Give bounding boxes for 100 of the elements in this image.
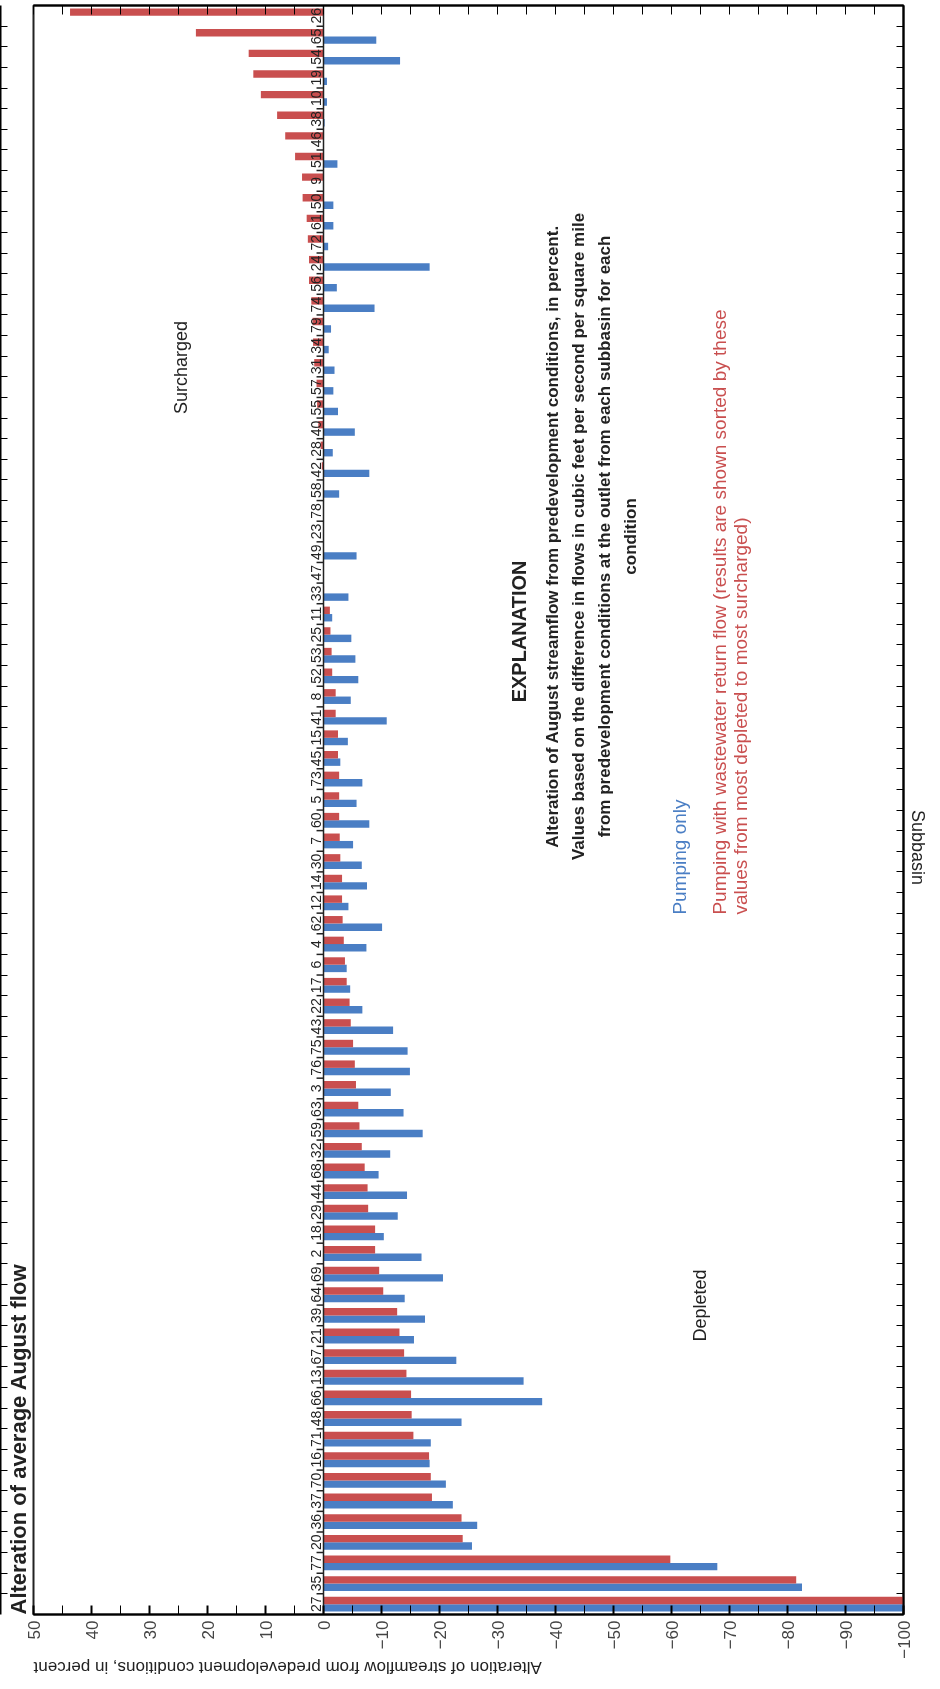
annotation: Alteration of August streamflow from predevelopment conditions, in percent. bbox=[542, 225, 562, 848]
y-tick-label: 35 bbox=[307, 1575, 324, 1592]
y-tick-label: 64 bbox=[307, 1286, 324, 1303]
x-tick-label: −30 bbox=[488, 1620, 508, 1650]
y-tick-label: 43 bbox=[307, 1018, 324, 1035]
y-tick-label: 25 bbox=[307, 626, 324, 643]
y-tick-label: 52 bbox=[307, 667, 324, 684]
y-tick-label: 34 bbox=[307, 337, 324, 354]
y-tick-label: 68 bbox=[307, 1162, 324, 1179]
y-tick-label: 24 bbox=[307, 255, 324, 272]
y-tick-label: 37 bbox=[307, 1493, 324, 1509]
y-tick-label: 11 bbox=[307, 606, 324, 622]
y-tick-label: 23 bbox=[307, 523, 324, 540]
y-tick-label: 57 bbox=[307, 379, 324, 395]
y-tick-label: 46 bbox=[307, 131, 324, 148]
y-tick-label: 61 bbox=[307, 214, 324, 230]
x-tick-label: −50 bbox=[604, 1620, 624, 1650]
y-tick-label: 48 bbox=[307, 1410, 324, 1427]
x-tick-label: 0 bbox=[314, 1620, 334, 1630]
y-tick-label: 20 bbox=[307, 1534, 324, 1551]
y-tick-label: 70 bbox=[307, 1472, 324, 1489]
legend-title: EXPLANATION bbox=[507, 560, 530, 703]
y-axis-title: Subbasin bbox=[907, 810, 928, 886]
y-tick-label: 55 bbox=[307, 399, 324, 416]
y-tick-label: 49 bbox=[307, 544, 324, 560]
x-axis-title: Alteration of streamflow from predevelopment conditions, in percent bbox=[33, 1658, 542, 1678]
y-tick-label: 29 bbox=[307, 1204, 324, 1221]
y-tick-label: 47 bbox=[307, 564, 324, 581]
y-tick-label: 51 bbox=[307, 152, 324, 168]
y-tick-label: 13 bbox=[307, 1369, 324, 1386]
x-tick-label: 50 bbox=[24, 1620, 44, 1640]
y-tick-label: 31 bbox=[307, 358, 324, 375]
y-tick-label: 73 bbox=[307, 771, 324, 787]
y-tick-label: 27 bbox=[307, 1596, 324, 1612]
y-tick-label: 39 bbox=[307, 1307, 324, 1324]
y-tick-label: 62 bbox=[307, 915, 324, 932]
x-tick-label: −100 bbox=[894, 1620, 914, 1659]
text: Pumping with wastewater return flow (results are shown sorted by these values from most depleted to most surcharged) bbox=[708, 309, 752, 915]
y-tick-label: 5 bbox=[307, 795, 324, 804]
y-tick-label: 10 bbox=[307, 90, 324, 107]
x-tick-label: −20 bbox=[430, 1620, 450, 1650]
y-tick-label: 45 bbox=[307, 750, 324, 767]
y-tick-label: 28 bbox=[307, 441, 324, 457]
y-tick-label: 40 bbox=[307, 420, 324, 437]
y-tick-label: 9 bbox=[307, 176, 324, 185]
y-tick-label: 15 bbox=[307, 729, 324, 746]
y-tick-label: 65 bbox=[307, 28, 324, 45]
y-tick-label: 6 bbox=[307, 960, 324, 969]
y-tick-label: 69 bbox=[307, 1266, 324, 1282]
annotation: Depleted bbox=[689, 1269, 710, 1342]
y-tick-label: 58 bbox=[307, 482, 324, 499]
y-tick-label: 19 bbox=[307, 69, 324, 86]
y-tick-label: 59 bbox=[307, 1121, 324, 1138]
y-tick-label: 14 bbox=[307, 874, 324, 890]
y-tick-label: 74 bbox=[307, 296, 324, 313]
y-tick-label: 41 bbox=[307, 709, 324, 725]
x-tick-label: 20 bbox=[198, 1620, 218, 1640]
y-tick-label: 42 bbox=[307, 461, 324, 478]
y-tick-label: 8 bbox=[307, 692, 324, 701]
y-tick-label: 32 bbox=[307, 1142, 324, 1159]
y-tick-label: 54 bbox=[307, 49, 324, 65]
y-tick-label: 63 bbox=[307, 1101, 324, 1117]
y-tick-label: 4 bbox=[307, 939, 324, 948]
y-tick-label: 77 bbox=[307, 1554, 324, 1571]
y-tick-label: 12 bbox=[307, 894, 324, 911]
y-tick-label: 21 bbox=[307, 1328, 324, 1344]
y-tick-label: 38 bbox=[307, 110, 324, 127]
x-tick-label: −70 bbox=[720, 1620, 740, 1650]
x-tick-label: 10 bbox=[256, 1620, 276, 1640]
x-tick-label: −80 bbox=[778, 1620, 798, 1650]
x-tick-label: −60 bbox=[662, 1620, 682, 1650]
annotation: Values based on the difference in flows in cubic feet per second per square mile from predevelopment conditions at the outlet from each subbasin for each condition bbox=[568, 212, 640, 861]
text: Alteration of average August flow bbox=[5, 1263, 31, 1615]
y-tick-label: 66 bbox=[307, 1389, 324, 1406]
y-tick-label: 18 bbox=[307, 1224, 324, 1241]
y-tick-label: 75 bbox=[307, 1039, 324, 1056]
x-tick-label: −40 bbox=[546, 1620, 566, 1650]
y-tick-label: 17 bbox=[307, 977, 324, 994]
y-tick-label: 79 bbox=[307, 317, 324, 334]
y-tick-label: 72 bbox=[307, 234, 324, 251]
y-tick-label: 50 bbox=[307, 193, 324, 210]
y-tick-label: 60 bbox=[307, 812, 324, 829]
y-tick-label: 7 bbox=[307, 836, 324, 845]
x-tick-label: −10 bbox=[372, 1620, 392, 1650]
y-tick-label: 22 bbox=[307, 997, 324, 1014]
y-tick-label: 36 bbox=[307, 1513, 324, 1530]
y-tick-label: 78 bbox=[307, 502, 324, 519]
y-tick-label: 53 bbox=[307, 647, 324, 664]
y-tick-label: 44 bbox=[307, 1183, 324, 1200]
x-tick-label: 30 bbox=[140, 1620, 160, 1640]
y-tick-label: 71 bbox=[307, 1431, 324, 1447]
text: Pumping only bbox=[668, 798, 690, 915]
y-tick-label: 3 bbox=[307, 1084, 324, 1093]
y-tick-label: 67 bbox=[307, 1348, 324, 1365]
y-tick-label: 16 bbox=[307, 1451, 324, 1468]
x-tick-label: 40 bbox=[82, 1620, 102, 1640]
y-tick-label: 30 bbox=[307, 853, 324, 870]
y-tick-label: 26 bbox=[307, 7, 324, 24]
y-tick-label: 76 bbox=[307, 1059, 324, 1076]
x-tick-label: −90 bbox=[836, 1620, 856, 1650]
